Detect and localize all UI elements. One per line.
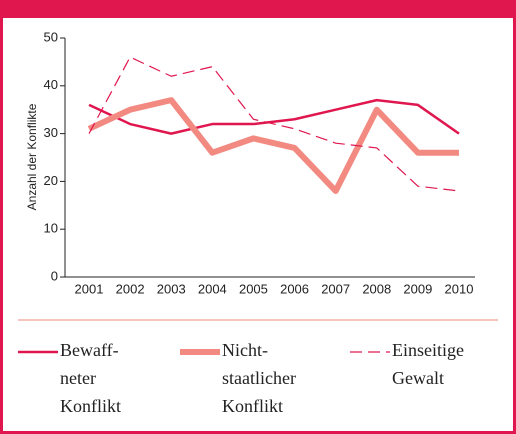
y-tick-label: 40 xyxy=(44,77,58,92)
y-tick-label: 0 xyxy=(51,268,58,283)
series-line xyxy=(87,97,459,194)
x-tick-label: 2010 xyxy=(445,281,474,296)
x-tick-label: 2009 xyxy=(403,281,432,296)
x-tick-label: 2008 xyxy=(362,281,391,296)
x-tick-label: 2006 xyxy=(280,281,309,296)
legend-label: Gewalt xyxy=(392,368,444,388)
y-tick-label: 20 xyxy=(44,173,58,188)
header-bar xyxy=(0,0,516,18)
legend-label: Einseitige xyxy=(392,340,464,360)
legend-label: Konflikt xyxy=(60,396,121,416)
legend-label: Konflikt xyxy=(222,396,283,416)
series-line xyxy=(88,98,460,135)
y-axis-label: Anzahl der Konflikte xyxy=(25,103,39,210)
x-tick-label: 2007 xyxy=(321,281,350,296)
series-line xyxy=(88,56,460,192)
legend-label: Nicht- xyxy=(222,340,268,360)
y-tick-label: 30 xyxy=(44,125,58,140)
x-tick-label: 2001 xyxy=(75,281,104,296)
x-tick-label: 2005 xyxy=(239,281,268,296)
y-tick-label: 50 xyxy=(44,29,58,44)
x-tick-label: 2003 xyxy=(157,281,186,296)
legend-label: Bewaff- xyxy=(60,340,119,360)
x-tick-label: 2002 xyxy=(116,281,145,296)
x-tick-label: 2004 xyxy=(198,281,227,296)
legend-label: staatlicher xyxy=(222,368,296,388)
legend-label: neter xyxy=(60,368,96,388)
y-tick-label: 10 xyxy=(44,221,58,236)
